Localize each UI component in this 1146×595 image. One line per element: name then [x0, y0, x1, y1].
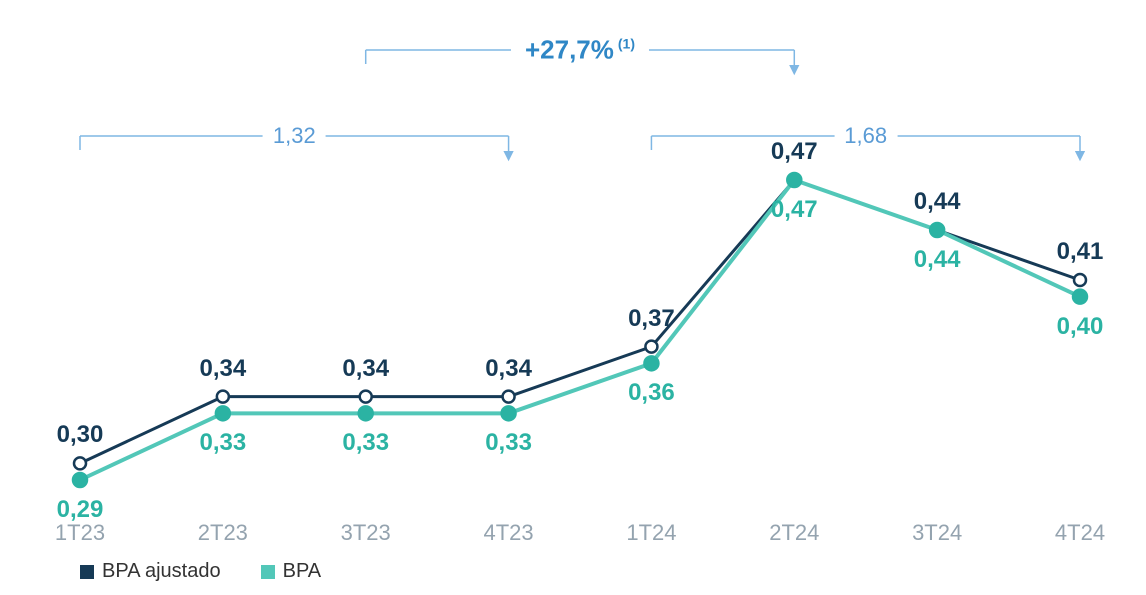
series-marker-bpa_ajustado — [503, 391, 515, 403]
value-label-bpa_ajustado: 0,30 — [57, 421, 104, 449]
series-marker-bpa_ajustado — [74, 457, 86, 469]
value-label-bpa: 0,33 — [485, 429, 532, 457]
series-marker-bpa — [359, 406, 373, 420]
series-marker-bpa_ajustado — [217, 391, 229, 403]
legend-swatch — [261, 565, 275, 579]
x-axis-label: 3T24 — [912, 520, 962, 546]
value-label-bpa_ajustado: 0,47 — [771, 138, 818, 166]
legend-item-bpa: BPA — [261, 560, 322, 583]
series-marker-bpa_ajustado — [645, 341, 657, 353]
value-label-bpa_ajustado: 0,41 — [1057, 238, 1104, 266]
series-line-bpa_ajustado — [80, 180, 1080, 463]
value-label-bpa_ajustado: 0,34 — [342, 355, 389, 383]
group-bracket-label-0: 1,32 — [263, 123, 326, 149]
legend-item-bpa_ajustado: BPA ajustado — [80, 560, 221, 583]
x-axis-label: 4T24 — [1055, 520, 1105, 546]
value-label-bpa_ajustado: 0,37 — [628, 305, 675, 333]
x-axis-label: 1T24 — [626, 520, 676, 546]
series-marker-bpa — [644, 356, 658, 370]
value-label-bpa_ajustado: 0,34 — [199, 355, 246, 383]
series-marker-bpa — [502, 406, 516, 420]
x-axis-label: 2T24 — [769, 520, 819, 546]
series-marker-bpa — [930, 223, 944, 237]
group-bracket-label-1: 1,68 — [834, 123, 897, 149]
x-axis-label: 2T23 — [198, 520, 248, 546]
x-axis-label: 4T23 — [483, 520, 533, 546]
bpa-line-chart: 1,32 1,68 +27,7%(1) 0,30 0,34 0,34 0,34 0,37 0,4… — [0, 0, 1146, 595]
percent-bracket-label: +27,7%(1) — [511, 35, 649, 66]
legend: BPA ajustado BPA — [80, 560, 321, 583]
value-label-bpa: 0,44 — [914, 246, 961, 274]
value-label-bpa: 0,33 — [199, 429, 246, 457]
series-marker-bpa_ajustado — [1074, 274, 1086, 286]
legend-label: BPA ajustado — [102, 560, 221, 583]
series-marker-bpa — [1073, 290, 1087, 304]
x-axis-label: 1T23 — [55, 520, 105, 546]
value-label-bpa: 0,36 — [628, 379, 675, 407]
series-marker-bpa — [73, 473, 87, 487]
value-label-bpa: 0,40 — [1057, 313, 1104, 341]
value-label-bpa_ajustado: 0,34 — [485, 355, 532, 383]
series-marker-bpa — [216, 406, 230, 420]
legend-swatch — [80, 565, 94, 579]
legend-label: BPA — [283, 560, 322, 583]
chart-svg — [0, 0, 1146, 595]
value-label-bpa: 0,47 — [771, 196, 818, 224]
value-label-bpa_ajustado: 0,44 — [914, 188, 961, 216]
series-marker-bpa — [787, 173, 801, 187]
x-axis-label: 3T23 — [341, 520, 391, 546]
percent-value: +27,7% — [525, 35, 614, 65]
percent-footnote: (1) — [618, 36, 635, 52]
series-marker-bpa_ajustado — [360, 391, 372, 403]
value-label-bpa: 0,33 — [342, 429, 389, 457]
